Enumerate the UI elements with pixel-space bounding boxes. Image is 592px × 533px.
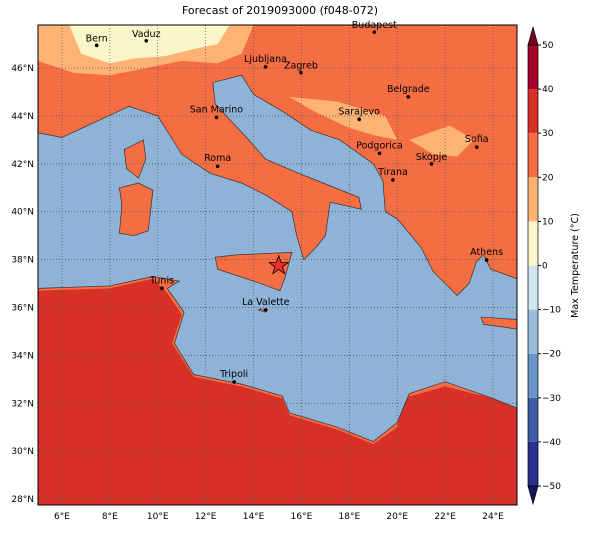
city-marker [391,178,395,182]
y-tick-label: 28°N [11,495,34,505]
title: Forecast of 2019093000 (f048-072) [182,4,378,17]
y-tick-label: 44°N [11,112,34,122]
colorbar-bin [528,221,538,266]
cool-land [69,25,230,64]
city-label: Budapest [352,20,397,31]
city-label: San Marino [190,104,243,115]
city-marker [232,380,236,384]
island [123,139,147,179]
colorbar-bin [528,309,538,354]
warm-land [289,96,398,140]
city-marker [299,70,303,75]
x-tick-label: 20°E [386,512,408,522]
y-tick-label: 32°N [11,399,34,409]
colorbar-under [527,485,539,506]
city-label: Tirana [377,167,408,178]
colorbar: −50 −40 −30 −20 −10 0 10 20 30 40 50 Max Temperatur… [527,25,581,506]
y-tick-label: 42°N [11,160,34,170]
colorbar-tick-label: −40 [542,438,561,448]
x-tick-label: 24°E [482,512,504,522]
x-tick-label: 6°E [54,512,70,522]
city-marker [484,258,489,262]
y-tick-label: 30°N [11,447,34,457]
city-label: Podgorica [356,140,403,151]
colorbar-tick-label: 20 [542,173,554,183]
city-marker [94,43,99,48]
city-marker [214,115,219,120]
city-marker [215,164,220,169]
colorbar-over [527,25,539,46]
map-frame [37,24,518,506]
colorbar-bin [528,45,538,90]
colorbar-bin [528,397,538,442]
city-marker [357,117,361,122]
x-tick-label: 16°E [291,512,313,522]
city-marker [160,286,164,291]
city-label: Tunis [149,275,174,286]
colorbar-tick-label: 40 [542,85,554,95]
colorbar-tick-label: 10 [542,217,554,227]
colorbar-bin [528,353,538,398]
city-label: Zagreb [284,61,318,72]
city-marker [474,145,479,149]
y-tick-label: 36°N [11,303,34,313]
colorbar-bin [528,265,538,310]
x-tick-label: 10°E [147,512,169,522]
colorbar-bin [528,133,538,178]
city-label: Sarajevo [338,106,380,117]
colorbar-bin [528,441,538,486]
city-label: Bern [86,33,108,44]
colorbar-tick-label: 30 [542,129,554,139]
y-tick-label: 46°N [11,64,34,74]
x-tick-label: 22°E [434,512,456,522]
colorbar-tick-label: −10 [542,306,561,316]
city-marker [263,308,268,312]
city-label: Ljubljana [244,54,287,65]
city-label: Roma [204,153,231,164]
x-tick-label: 14°E [243,512,265,522]
city-label: Sofia [465,134,489,145]
city-marker [263,65,268,69]
x-tick-label: 18°E [339,512,361,522]
y-tick-label: 40°N [11,208,34,218]
x-tick-label: 12°E [195,512,217,522]
x-tick-label: 8°E [102,512,118,522]
city-marker [144,39,149,43]
colorbar-tick-label: −50 [542,482,561,492]
colorbar-tick-label: 50 [542,41,554,51]
colorbar-tick-label: 0 [542,262,548,272]
colorbar-label: Max Temperature (°C) [570,213,581,318]
colorbar-tick-label: −30 [542,394,561,404]
colorbar-bin [528,89,538,134]
city-marker [372,30,377,34]
city-label: Athens [470,247,503,258]
y-tick-label: 38°N [11,256,34,266]
colorbar-tick-label: −20 [542,350,561,360]
city-label: Skopje [416,152,448,163]
map: 6°E 8°E 10°E 12°E 14°E 16°E 18°E 20°E 22°E 24°E 28… [11,20,518,522]
city-label: Belgrade [387,84,430,95]
warm-land [409,125,474,157]
city-label: Tripoli [219,369,248,380]
city-label: La Valette [242,297,290,308]
island [119,182,154,237]
colorbar-bin [528,177,538,222]
city-marker [406,95,411,99]
city-label: Vaduz [132,29,161,40]
city-marker [429,162,434,166]
event-star [268,254,290,275]
city-marker [377,151,382,156]
y-tick-label: 34°N [11,351,34,361]
